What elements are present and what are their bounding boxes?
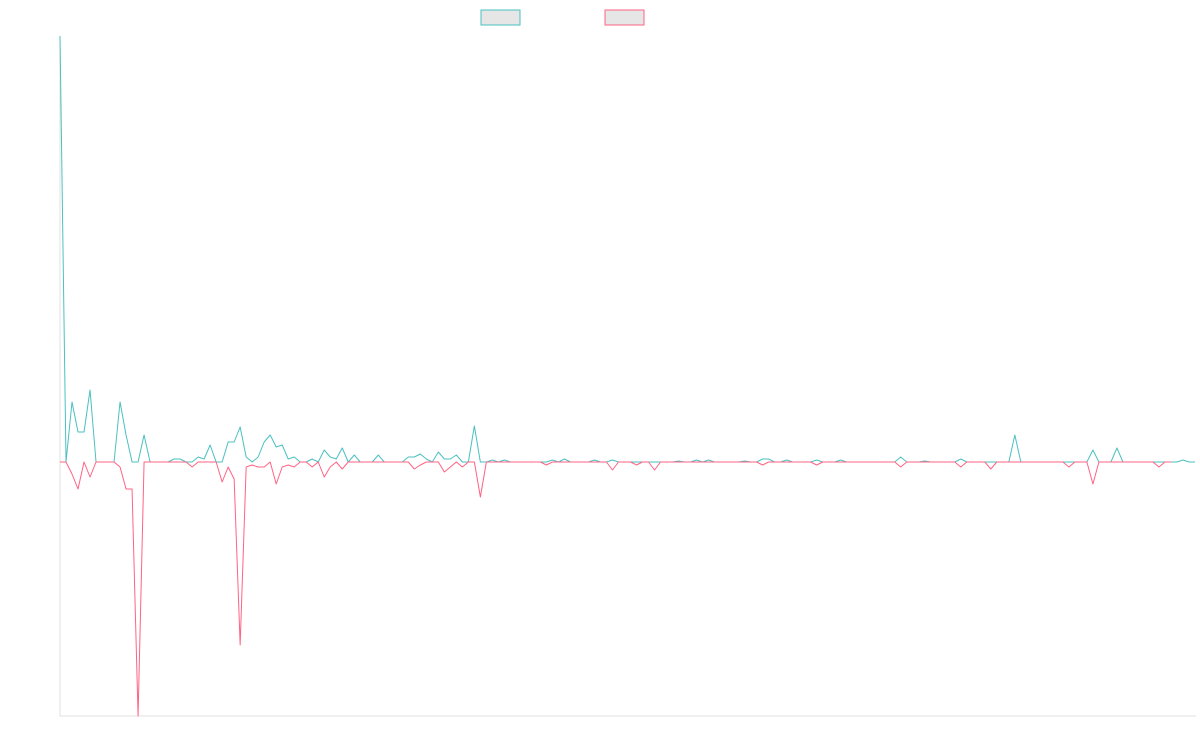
legend-swatch: [480, 9, 521, 26]
series-line: [59, 35, 1195, 463]
series-line: [60, 461, 1171, 717]
legend-swatch: [604, 9, 645, 26]
